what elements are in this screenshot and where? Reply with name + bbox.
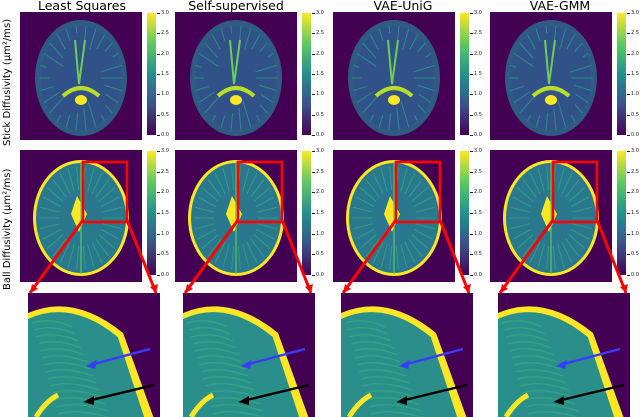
ball-self-supervised-colorbar bbox=[302, 151, 311, 275]
ball-vae-unig-colorbar-tick: 2.5 bbox=[470, 168, 482, 175]
column-title-least-squares: Least Squares bbox=[37, 0, 126, 13]
ball-map-vae-gmm bbox=[490, 150, 612, 282]
stick-vae-gmm-colorbar bbox=[617, 13, 626, 135]
stick-self-supervised-colorbar-tick: 2.5 bbox=[312, 30, 324, 37]
stick-vae-unig-colorbar-tick: 0.5 bbox=[470, 111, 482, 118]
stick-vae-unig-colorbar-tick: 1.0 bbox=[470, 91, 482, 98]
stick-least-squares-colorbar bbox=[147, 13, 156, 135]
ball-least-squares-colorbar-tick: 2.5 bbox=[157, 168, 169, 175]
ball-vae-gmm-colorbar-tick: 0.0 bbox=[627, 272, 639, 278]
ball-map-self-supervised bbox=[175, 150, 297, 282]
stick-least-squares-colorbar-tick: 1.5 bbox=[157, 71, 169, 77]
ball-vae-gmm-colorbar-tick: 0.5 bbox=[627, 251, 639, 258]
ball-least-squares-colorbar-tick: 1.5 bbox=[157, 210, 169, 216]
stick-least-squares-colorbar-tick: 2.0 bbox=[157, 50, 169, 57]
stick-self-supervised-colorbar-tick: 0.0 bbox=[312, 132, 324, 138]
ball-vae-unig-colorbar-tick: 2.0 bbox=[470, 189, 482, 196]
ball-vae-unig-colorbar-tick: 0.0 bbox=[470, 272, 482, 278]
stick-self-supervised-colorbar-tick: 2.0 bbox=[312, 50, 324, 57]
ball-self-supervised-colorbar-tick: 2.0 bbox=[312, 189, 324, 196]
stick-least-squares-colorbar-tick: 1.0 bbox=[157, 91, 169, 98]
ball-vae-gmm-colorbar-tick: 3.0 bbox=[627, 148, 639, 154]
stick-vae-unig-colorbar bbox=[460, 13, 469, 135]
ball-self-supervised-colorbar-tick: 1.0 bbox=[312, 230, 324, 237]
stick-vae-unig-colorbar-tick: 0.0 bbox=[470, 132, 482, 138]
zoom-map-vae-gmm bbox=[498, 293, 630, 417]
stick-least-squares-colorbar-tick: 0.0 bbox=[157, 132, 169, 138]
ball-vae-unig-colorbar-tick: 0.5 bbox=[470, 251, 482, 258]
stick-least-squares-colorbar-tick: 3.0 bbox=[157, 10, 169, 16]
zoom-map-self-supervised bbox=[183, 293, 315, 417]
stick-vae-gmm-colorbar-tick: 1.5 bbox=[627, 71, 639, 77]
stick-self-supervised-colorbar-tick: 3.0 bbox=[312, 10, 324, 16]
stick-vae-gmm-colorbar-tick: 0.5 bbox=[627, 111, 639, 118]
zoom-map-least-squares bbox=[28, 293, 160, 417]
ball-self-supervised-colorbar-tick: 0.5 bbox=[312, 251, 324, 258]
ball-vae-unig-colorbar-tick: 3.0 bbox=[470, 148, 482, 154]
stick-map-least-squares bbox=[20, 12, 142, 140]
ball-vae-gmm-colorbar-tick: 2.5 bbox=[627, 168, 639, 175]
ball-self-supervised-colorbar-tick: 0.0 bbox=[312, 272, 324, 278]
ball-least-squares-colorbar-tick: 2.0 bbox=[157, 189, 169, 196]
stick-vae-unig-colorbar-tick: 3.0 bbox=[470, 10, 482, 16]
ball-vae-unig-colorbar bbox=[460, 151, 469, 275]
stick-vae-unig-colorbar-tick: 1.5 bbox=[470, 71, 482, 77]
ball-self-supervised-colorbar-tick: 1.5 bbox=[312, 210, 324, 216]
stick-row-label: Stick Diffusivity (μm²/ms) bbox=[2, 18, 13, 146]
stick-self-supervised-colorbar-tick: 1.5 bbox=[312, 71, 324, 77]
column-title-vae-gmm: VAE-GMM bbox=[529, 0, 591, 13]
stick-vae-gmm-colorbar-tick: 1.0 bbox=[627, 91, 639, 98]
ball-least-squares-colorbar-tick: 1.0 bbox=[157, 230, 169, 237]
stick-vae-gmm-colorbar-tick: 0.0 bbox=[627, 132, 639, 138]
ball-least-squares-colorbar-tick: 0.0 bbox=[157, 272, 169, 278]
stick-vae-unig-colorbar-tick: 2.5 bbox=[470, 30, 482, 37]
ball-vae-gmm-colorbar-tick: 2.0 bbox=[627, 189, 639, 196]
ball-map-vae-unig bbox=[333, 150, 455, 282]
stick-vae-gmm-colorbar-tick: 3.0 bbox=[627, 10, 639, 16]
stick-self-supervised-colorbar-tick: 1.0 bbox=[312, 91, 324, 98]
ball-vae-gmm-colorbar bbox=[617, 151, 626, 275]
ball-least-squares-colorbar-tick: 0.5 bbox=[157, 251, 169, 258]
ball-vae-gmm-colorbar-tick: 1.0 bbox=[627, 230, 639, 237]
stick-map-vae-unig bbox=[333, 12, 455, 140]
zoom-map-vae-unig bbox=[341, 293, 473, 417]
stick-self-supervised-colorbar bbox=[302, 13, 311, 135]
ball-vae-unig-colorbar-tick: 1.0 bbox=[470, 230, 482, 237]
stick-least-squares-colorbar-tick: 2.5 bbox=[157, 30, 169, 37]
column-title-vae-unig: VAE-UniG bbox=[373, 0, 433, 13]
ball-self-supervised-colorbar-tick: 3.0 bbox=[312, 148, 324, 154]
ball-vae-gmm-colorbar-tick: 1.5 bbox=[627, 210, 639, 216]
stick-least-squares-colorbar-tick: 0.5 bbox=[157, 111, 169, 118]
stick-vae-gmm-colorbar-tick: 2.0 bbox=[627, 50, 639, 57]
ball-row-label: Ball Diffusivity (μm²/ms) bbox=[2, 168, 13, 290]
stick-map-self-supervised bbox=[175, 12, 297, 140]
stick-map-vae-gmm bbox=[490, 12, 612, 140]
ball-map-least-squares bbox=[20, 150, 142, 282]
stick-vae-gmm-colorbar-tick: 2.5 bbox=[627, 30, 639, 37]
ball-vae-unig-colorbar-tick: 1.5 bbox=[470, 210, 482, 216]
ball-least-squares-colorbar bbox=[147, 151, 156, 275]
stick-self-supervised-colorbar-tick: 0.5 bbox=[312, 111, 324, 118]
column-title-self-supervised: Self-supervised bbox=[188, 0, 284, 13]
ball-self-supervised-colorbar-tick: 2.5 bbox=[312, 168, 324, 175]
stick-vae-unig-colorbar-tick: 2.0 bbox=[470, 50, 482, 57]
ball-least-squares-colorbar-tick: 3.0 bbox=[157, 148, 169, 154]
